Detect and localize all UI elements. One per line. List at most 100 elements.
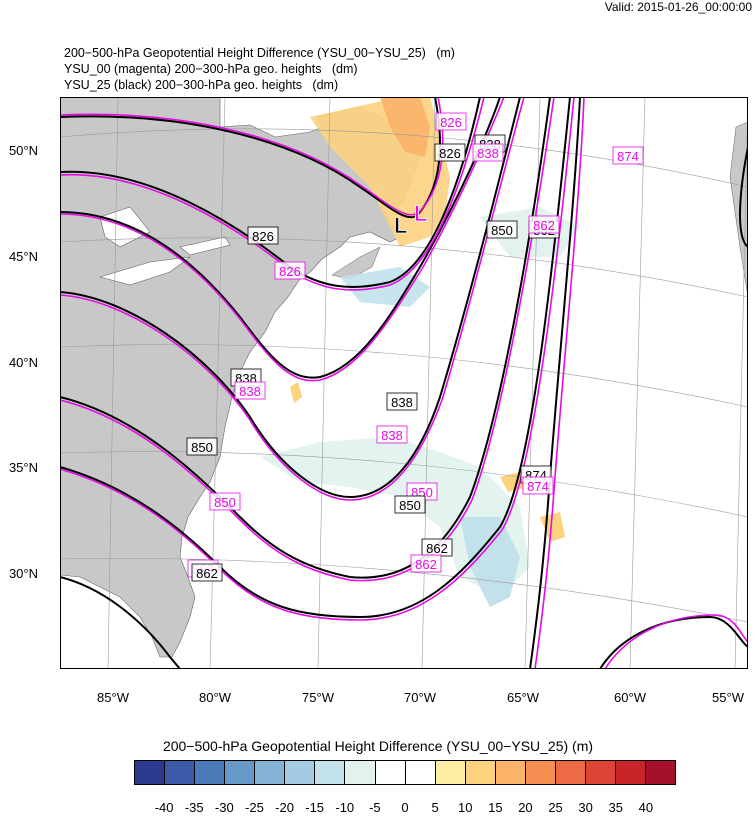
- contour-label-black: 826: [434, 143, 466, 162]
- contour-label-black: 838: [386, 392, 418, 411]
- colorbar-tick-label: 0: [401, 800, 409, 815]
- contour-label-black: 850: [394, 495, 426, 514]
- colorbar-tick-label: -25: [245, 800, 264, 815]
- lat-label-40: 40°N: [8, 355, 38, 370]
- contour-label-text: 850: [214, 495, 236, 510]
- low-marker-magenta: L: [414, 201, 427, 226]
- contour-label-magenta: 862: [528, 215, 560, 234]
- negative-diff-area-2: [260, 437, 530, 597]
- colorbar-cell: [495, 761, 526, 784]
- contour-label-black: 850: [486, 220, 518, 239]
- colorbar-tick-label: -40: [154, 800, 174, 815]
- lat-label-35: 35°N: [8, 460, 38, 475]
- contour-label-text: 826: [439, 146, 461, 161]
- contour-label-magenta: 838: [234, 381, 266, 400]
- contour-label-magenta: 862: [410, 554, 442, 573]
- colorbar-cell: [375, 761, 406, 784]
- lon-label-70: 70°W: [404, 690, 436, 705]
- colorbar-tick-label: -5: [369, 800, 381, 815]
- colorbar-tick-label: -15: [305, 800, 325, 815]
- map-border: [60, 97, 748, 669]
- colorbar-cell: [225, 761, 256, 784]
- contour-label-black: 850: [186, 437, 218, 456]
- colorbar-tick-label: 15: [488, 800, 503, 815]
- lon-label-75: 75°W: [302, 690, 334, 705]
- colorbar-cell: [555, 761, 586, 784]
- colorbar-cell: [285, 761, 316, 784]
- colorbar-tick-label: -10: [335, 800, 355, 815]
- contour-label-black: 862: [421, 538, 453, 557]
- contour-label-magenta: 874: [522, 476, 554, 495]
- plot-title-line-3: YSU_25 (black) 200−300-hPa geo. heights …: [64, 78, 339, 92]
- lon-label-80: 80°W: [199, 690, 231, 705]
- lon-label-55: 55°W: [712, 690, 744, 705]
- lat-label-30: 30°N: [8, 566, 38, 581]
- contour-labels: 8268388268388748508628628268268388388388…: [186, 112, 644, 582]
- colorbar-tick-label: -30: [214, 800, 234, 815]
- contour-label-text: 862: [533, 218, 555, 233]
- contour-label-magenta: 850: [209, 492, 241, 511]
- contour-label-text: 862: [415, 557, 437, 572]
- magenta-contours: [60, 97, 748, 669]
- contour-label-black: 826: [247, 226, 279, 245]
- contour-label-text: 850: [491, 223, 513, 238]
- colorbar-tick-label: 40: [638, 800, 654, 815]
- colorbar-tick-label: 35: [608, 800, 623, 815]
- contour-label-magenta: 826: [274, 261, 306, 280]
- black-contours: [60, 97, 748, 669]
- colorbar-tick-label: 25: [548, 800, 563, 815]
- colorbar-cell: [195, 761, 226, 784]
- contour-label-magenta: 838: [376, 425, 408, 444]
- contour-label-text: 838: [381, 428, 403, 443]
- colorbar-tick-label: -20: [275, 800, 294, 815]
- contour-label-text: 826: [279, 264, 301, 279]
- contour-label-text: 850: [191, 440, 213, 455]
- colorbar: [134, 760, 676, 785]
- colorbar-cell: [616, 761, 647, 784]
- plot-title-line-2: YSU_00 (magenta) 200−300-hPa geo. height…: [64, 62, 358, 76]
- lon-label-85: 85°W: [97, 690, 129, 705]
- contour-label-text: 838: [477, 146, 499, 161]
- low-marker-black: L: [394, 213, 407, 238]
- valid-time-label: Valid: 2015-01-26_00:00:00: [604, 0, 752, 14]
- graticule: [60, 97, 748, 669]
- colorbar-cell: [255, 761, 286, 784]
- contour-label-text: 862: [196, 566, 218, 581]
- negative-diff-area: [340, 267, 430, 307]
- colorbar-cell: [465, 761, 496, 784]
- colorbar-title: 200−500-hPa Geopotential Height Differen…: [162, 738, 594, 754]
- contour-label-magenta: 874: [612, 146, 644, 165]
- contour-label-text: 826: [252, 229, 274, 244]
- contour-label-magenta: 838: [472, 143, 504, 162]
- contour-label-magenta: 826: [435, 112, 467, 131]
- plot-title-line-1: 200−500-hPa Geopotential Height Differen…: [64, 46, 455, 60]
- contour-label-text: 838: [239, 384, 261, 399]
- contour-label-text: 874: [617, 149, 639, 164]
- colorbar-tick-label: 10: [457, 800, 473, 815]
- contour-label-text: 874: [527, 479, 549, 494]
- colorbar-cell: [165, 761, 196, 784]
- lon-label-60: 60°W: [614, 690, 646, 705]
- negative-diff-area-3: [460, 517, 520, 607]
- lat-label-50: 50°N: [8, 143, 38, 158]
- positive-diff-core: [380, 97, 430, 157]
- colorbar-tick-label: 20: [518, 800, 533, 815]
- colorbar-cell: [585, 761, 616, 784]
- lake-ontario: [179, 236, 231, 256]
- lon-label-65: 65°W: [507, 690, 539, 705]
- contour-label-text: 850: [399, 498, 421, 513]
- contour-label-black: 862: [191, 563, 223, 582]
- colorbar-cell: [315, 761, 346, 784]
- lake-erie: [98, 256, 192, 286]
- contour-label-text: 826: [440, 115, 462, 130]
- colorbar-cell: [646, 761, 676, 784]
- colorbar-tick-label: 30: [578, 800, 593, 815]
- colorbar-tick-label: 5: [431, 800, 439, 815]
- weather-map: L L 826838826838874850862862826826838838…: [60, 97, 748, 669]
- contour-label-text: 838: [391, 395, 413, 410]
- colorbar-cell: [405, 761, 436, 784]
- colorbar-tick-label: -35: [184, 800, 204, 815]
- colorbar-cell: [435, 761, 466, 784]
- colorbar-cell: [345, 761, 376, 784]
- contour-label-text: 862: [426, 541, 448, 556]
